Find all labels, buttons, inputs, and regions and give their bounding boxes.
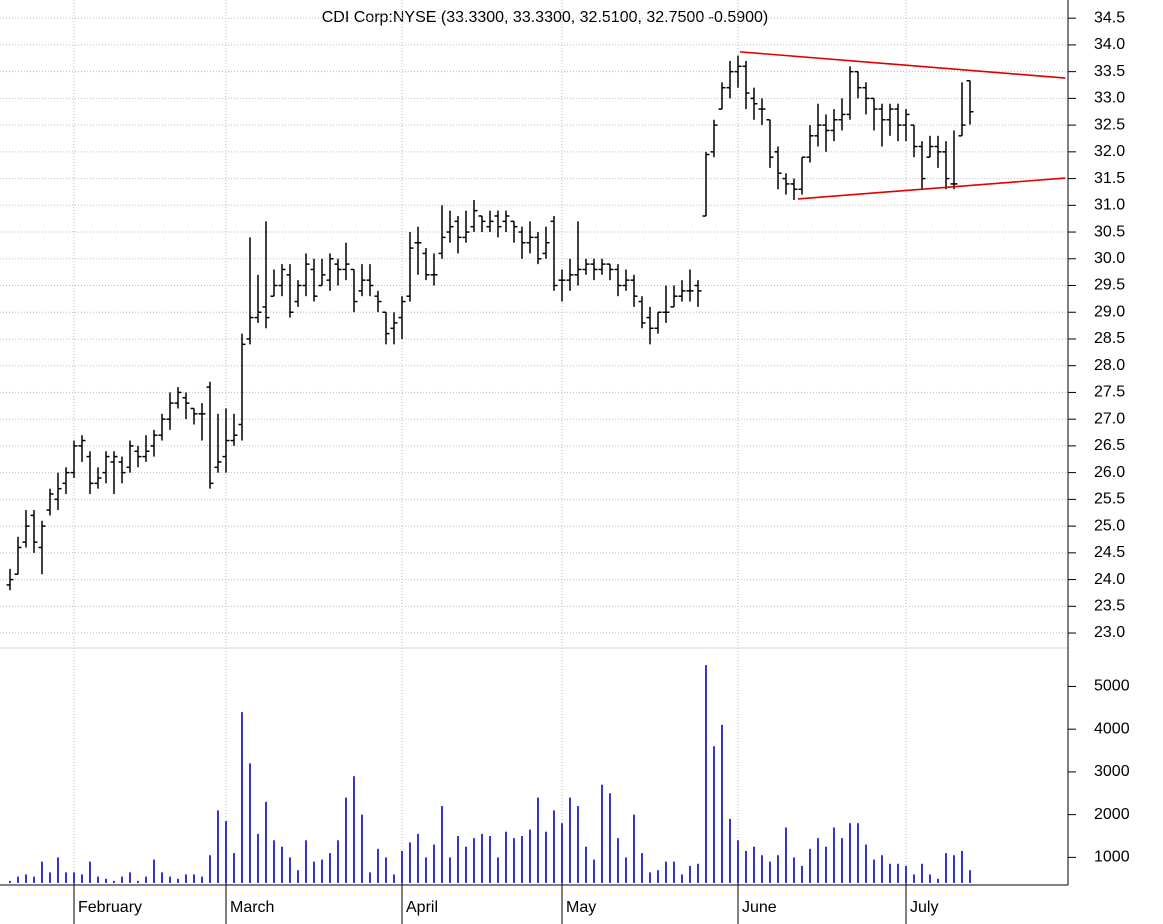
volume-tick-label: 5000 [1094,678,1130,695]
y-tick-label: 32.5 [1094,116,1125,133]
x-tick-label: May [566,899,596,916]
trendline [797,177,1066,200]
y-tick-label: 32.0 [1094,143,1125,160]
y-tick-label: 23.0 [1094,624,1125,641]
y-tick-label: 29.0 [1094,303,1125,320]
y-tick-label: 29.5 [1094,277,1125,294]
x-tick-label: July [910,899,938,916]
y-tick-label: 30.0 [1094,250,1125,267]
y-tick-label: 26.0 [1094,464,1125,481]
y-tick-label: 25.0 [1094,517,1125,534]
y-tick-label: 24.5 [1094,544,1125,561]
volume-tick-label: 1000 [1094,849,1130,866]
x-tick-label: June [742,899,777,916]
x-tick-label: March [230,899,274,916]
volume-tick-label: 3000 [1094,763,1130,780]
y-tick-label: 33.0 [1094,90,1125,107]
chart-title: CDI Corp:NYSE (33.3300, 33.3300, 32.5100… [322,9,769,26]
volume-tick-label: 4000 [1094,720,1130,737]
y-tick-label: 25.5 [1094,491,1125,508]
volume-tick-label: 2000 [1094,806,1130,823]
y-tick-label: 23.5 [1094,598,1125,615]
y-tick-label: 28.0 [1094,357,1125,374]
y-tick-label: 31.5 [1094,170,1125,187]
y-tick-label: 34.0 [1094,36,1125,53]
y-tick-label: 26.5 [1094,437,1125,454]
x-tick-label: April [406,899,438,916]
trendline [739,51,1066,79]
x-tick-label: February [78,899,142,916]
y-tick-label: 27.0 [1094,410,1125,427]
y-tick-label: 34.5 [1094,9,1125,26]
y-tick-label: 28.5 [1094,330,1125,347]
y-tick-label: 27.5 [1094,384,1125,401]
y-tick-label: 31.0 [1094,197,1125,214]
y-tick-label: 33.5 [1094,63,1125,80]
y-tick-label: 24.0 [1094,571,1125,588]
y-tick-label: 30.5 [1094,223,1125,240]
